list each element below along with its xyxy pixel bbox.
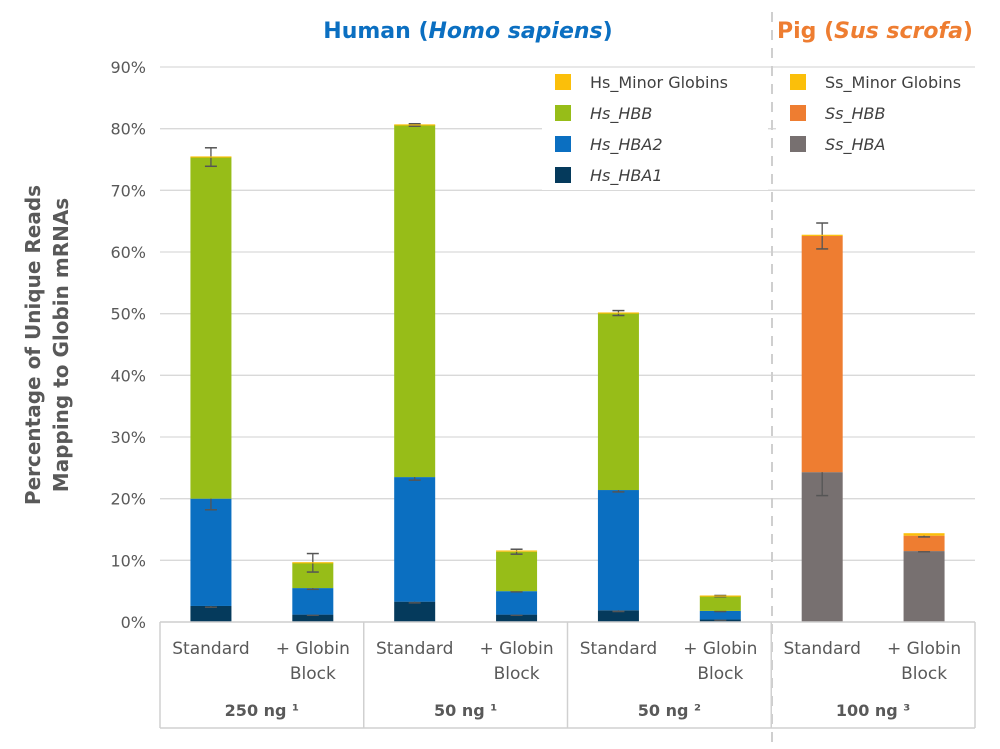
bar-segment-ss-hba — [903, 551, 945, 622]
x-category-label: + Globin — [479, 639, 553, 659]
legend-swatch — [555, 136, 571, 152]
y-axis-title: Percentage of Unique Reads — [21, 185, 45, 505]
bar-segment-hs-hba1 — [394, 601, 436, 622]
bar-segment-hs-minor-globins — [292, 562, 334, 564]
y-tick-label: 10% — [110, 551, 146, 570]
bar-segment-hs-minor-globins — [394, 124, 436, 126]
bar-segment-ss-hbb — [903, 535, 945, 552]
legend-swatch — [790, 74, 806, 90]
legend-swatch — [555, 74, 571, 90]
legend-label: Hs_HBA2 — [590, 135, 663, 155]
bar-segment-hs-hbb — [699, 596, 741, 611]
x-group-label: 250 ng ¹ — [225, 701, 299, 720]
y-tick-label: 0% — [121, 613, 146, 632]
legend-item: Hs_HBA2 — [555, 135, 663, 155]
bar-segment-ss-hbb — [801, 235, 843, 473]
legend-swatch — [790, 136, 806, 152]
y-tick-label: 20% — [110, 490, 146, 509]
y-axis-title: Mapping to Globin mRNAs — [49, 198, 73, 492]
x-category-label: Standard — [580, 639, 657, 659]
legend-label: Hs_HBA1 — [590, 166, 663, 186]
bar-segment-hs-hbb — [190, 157, 232, 499]
y-tick-label: 70% — [110, 181, 146, 200]
legend-label: Hs_HBB — [590, 104, 652, 124]
x-category-label: Standard — [784, 639, 861, 659]
legend-label: Ss_HBA — [825, 135, 885, 155]
bar-segment-hs-hbb — [394, 124, 436, 478]
legend-background — [542, 70, 768, 190]
legend-item: Ss_Minor Globins — [790, 73, 961, 93]
x-category-label: + Globin — [887, 639, 961, 659]
bar-segment-hs-hba2 — [190, 498, 232, 606]
y-tick-label: 90% — [110, 58, 146, 77]
x-category-label: + Globin — [276, 639, 350, 659]
bar-segment-hs-hba2 — [292, 588, 334, 615]
bar-segment-hs-minor-globins — [496, 550, 538, 552]
bar-segment-hs-minor-globins — [190, 156, 232, 158]
bar-segment-hs-hba1 — [292, 614, 334, 622]
bar-segment-hs-hba1 — [190, 605, 232, 622]
legend-swatch — [555, 167, 571, 183]
bar-segment-hs-hba2 — [699, 610, 741, 620]
y-tick-label: 40% — [110, 366, 146, 385]
bar-segment-hs-hba1 — [597, 610, 639, 622]
legend-swatch — [555, 105, 571, 121]
legend-item: Ss_HBA — [790, 135, 885, 155]
bar-segment-hs-hbb — [496, 551, 538, 592]
bar-segment-ss-minor-globins — [801, 234, 843, 236]
y-tick-label: 50% — [110, 305, 146, 324]
x-category-label: Standard — [172, 639, 249, 659]
x-category-label: Block — [494, 664, 540, 684]
bar-segment-hs-minor-globins — [597, 312, 639, 314]
bar-segment-hs-hbb — [597, 313, 639, 491]
legend-swatch — [790, 105, 806, 121]
legend-label: Ss_HBB — [825, 104, 885, 124]
legend-label: Ss_Minor Globins — [825, 73, 961, 93]
y-tick-label: 80% — [110, 120, 146, 139]
x-category-label: Block — [697, 664, 743, 684]
bar-segment-hs-hba1 — [496, 614, 538, 622]
y-tick-label: 30% — [110, 428, 146, 447]
x-category-label: Block — [901, 664, 947, 684]
panel-title: Pig (Sus scrofa) — [777, 19, 973, 44]
legend-item: Hs_HBB — [555, 104, 652, 124]
x-category-label: Block — [290, 664, 336, 684]
legend-label: Hs_Minor Globins — [590, 73, 728, 93]
legend-background — [776, 70, 975, 160]
x-category-label: + Globin — [683, 639, 757, 659]
bar-segment-hs-hba2 — [597, 490, 639, 611]
bar-segment-hs-minor-globins — [699, 595, 741, 597]
x-group-label: 100 ng ³ — [836, 701, 910, 720]
x-group-label: 50 ng ¹ — [434, 701, 497, 720]
x-category-label: Standard — [376, 639, 453, 659]
legend-item: Ss_HBB — [790, 104, 885, 124]
bar-segment-ss-minor-globins — [903, 533, 945, 536]
bar-segment-hs-hba2 — [496, 591, 538, 615]
legend-item: Hs_HBA1 — [555, 166, 663, 186]
x-group-label: 50 ng ² — [638, 701, 701, 720]
legend-item: Hs_Minor Globins — [555, 73, 728, 93]
panel-title: Human (Homo sapiens) — [323, 19, 612, 44]
bar-segment-hs-hba2 — [394, 477, 436, 602]
bar-segment-ss-hba — [801, 472, 843, 622]
y-tick-label: 60% — [110, 243, 146, 262]
